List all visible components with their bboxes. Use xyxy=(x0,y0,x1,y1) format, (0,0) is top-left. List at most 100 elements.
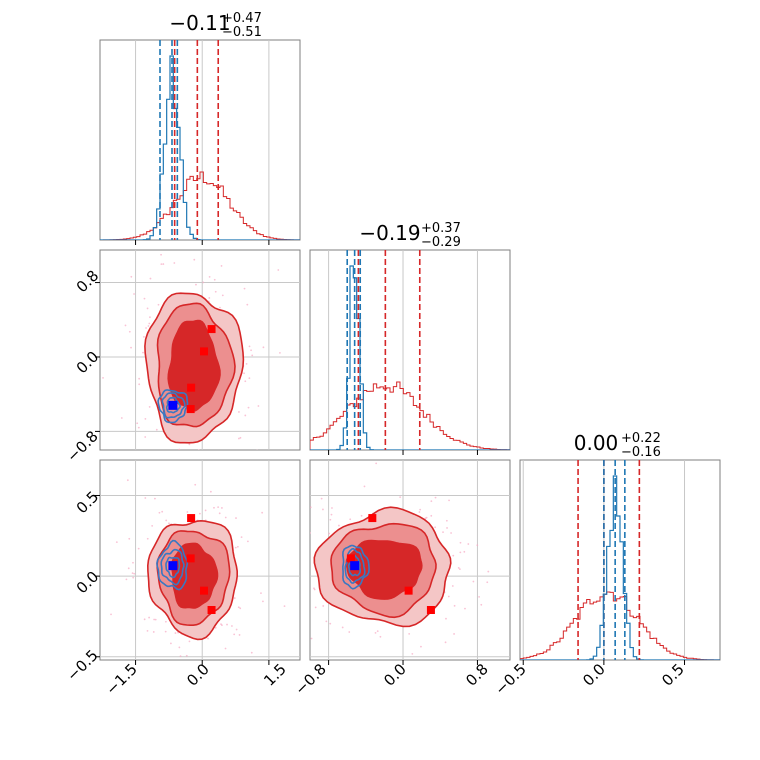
sample-point xyxy=(173,262,176,264)
sample-point xyxy=(157,303,160,306)
title-p2: 0.00 xyxy=(574,431,619,455)
sample-point xyxy=(143,336,145,338)
sample-point xyxy=(146,307,149,310)
title-p2-minus: −0.16 xyxy=(621,445,661,460)
x2-tick-label-2: 0.5 xyxy=(658,660,688,690)
sample-point xyxy=(130,275,133,278)
sample-point xyxy=(430,500,433,503)
hist-red xyxy=(520,591,720,660)
sample-point xyxy=(207,637,209,640)
sample-point xyxy=(178,646,181,649)
sample-point xyxy=(154,497,156,500)
sample-point xyxy=(445,617,447,620)
sample-point xyxy=(138,383,141,386)
contour-blue-1 xyxy=(161,392,186,419)
title-p0-plus: +0.47 xyxy=(222,11,262,26)
sample-point xyxy=(464,607,466,610)
sample-point xyxy=(148,406,151,408)
sample-point xyxy=(146,537,149,540)
x1-tick-label-1: 0.0 xyxy=(380,660,410,690)
sample-point xyxy=(194,483,197,486)
sample-point xyxy=(137,547,140,550)
marker-red-0 xyxy=(426,606,435,614)
sample-point xyxy=(262,346,265,349)
title-p1: −0.19 xyxy=(359,221,420,245)
sample-point xyxy=(349,518,352,521)
y2-tick-label-2: −0.5 xyxy=(63,646,101,684)
sample-point xyxy=(453,604,456,607)
marker-red-1 xyxy=(200,586,208,595)
sample-point xyxy=(208,297,211,299)
sample-point xyxy=(338,524,340,527)
sample-point xyxy=(310,532,311,534)
sample-point xyxy=(233,633,236,636)
contour-group xyxy=(110,479,286,658)
sample-point xyxy=(164,630,167,633)
sample-point xyxy=(247,406,250,409)
sample-point xyxy=(244,380,247,383)
sample-point xyxy=(174,632,177,634)
sample-point xyxy=(148,616,151,619)
sample-point xyxy=(202,281,205,284)
title-p0-value: −0.11 xyxy=(169,11,230,35)
sample-point xyxy=(170,642,172,645)
sample-point xyxy=(430,514,433,517)
sample-point xyxy=(301,513,303,515)
sample-point xyxy=(376,630,379,633)
sample-point xyxy=(160,253,162,256)
sample-point xyxy=(218,512,221,515)
title-p1-value: −0.19 xyxy=(359,221,420,245)
sample-point xyxy=(178,448,181,450)
sample-point xyxy=(137,426,140,429)
sample-point xyxy=(226,623,228,626)
sample-point xyxy=(219,306,221,309)
panel-frame xyxy=(519,459,721,661)
sample-point xyxy=(133,293,135,295)
sample-point xyxy=(243,287,246,290)
x2-tick-label-0: −0.5 xyxy=(491,660,529,698)
sample-point xyxy=(185,654,188,657)
contour-blue-0 xyxy=(347,554,362,577)
sample-point xyxy=(164,620,167,623)
sample-point xyxy=(195,283,197,286)
sample-point xyxy=(102,376,104,379)
sample-point xyxy=(251,354,254,357)
marker-red-3 xyxy=(186,405,195,414)
sample-point xyxy=(256,449,258,450)
sample-point xyxy=(277,269,280,271)
marker-red-2 xyxy=(187,383,196,392)
sample-point xyxy=(168,522,170,525)
x1-tick-label-2: 0.8 xyxy=(462,660,492,690)
sample-point xyxy=(411,652,414,655)
y2-tick-label-1: 0.0 xyxy=(73,568,103,598)
sample-point xyxy=(425,516,428,519)
y1-tick-label-2: −0.8 xyxy=(63,427,101,465)
hist-blue xyxy=(310,265,510,450)
sample-point xyxy=(125,578,128,581)
sample-point xyxy=(375,462,378,465)
sample-point xyxy=(244,414,247,417)
y2-tick-label-0: 0.5 xyxy=(73,488,103,518)
sample-point xyxy=(204,509,207,512)
sample-point xyxy=(250,651,253,654)
title-p1-minus: −0.29 xyxy=(421,235,461,250)
sample-point xyxy=(136,422,139,425)
sample-point xyxy=(209,490,212,493)
sample-point xyxy=(149,316,151,319)
sample-point xyxy=(165,519,168,522)
sample-point xyxy=(237,606,240,609)
sample-point xyxy=(198,512,201,515)
panel-frame xyxy=(309,249,511,451)
sample-point xyxy=(126,479,129,482)
sample-point xyxy=(379,635,382,638)
hist-group xyxy=(100,55,300,240)
sample-point xyxy=(450,532,452,534)
sample-point xyxy=(243,372,245,375)
sample-point xyxy=(360,514,363,517)
sample-point xyxy=(238,411,240,413)
sample-point xyxy=(155,428,158,431)
sample-point xyxy=(329,518,332,521)
sample-point xyxy=(459,541,462,544)
sample-point xyxy=(248,377,251,380)
sample-point xyxy=(127,567,130,570)
